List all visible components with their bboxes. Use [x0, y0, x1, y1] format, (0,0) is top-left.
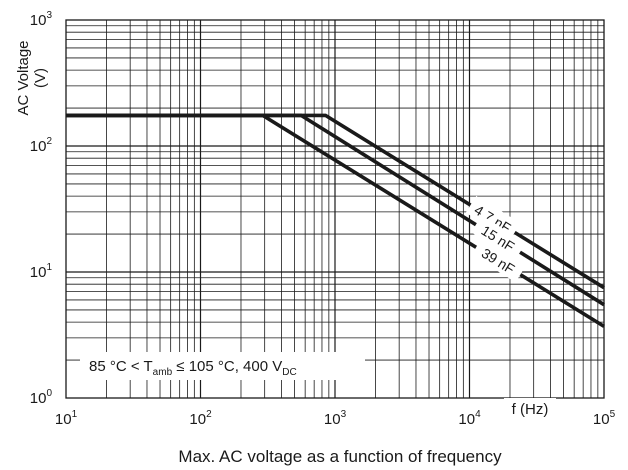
y-tick-label: 103 [30, 10, 53, 29]
series-label-bg [465, 195, 521, 241]
y-axis-label: AC Voltage (V) [15, 40, 49, 115]
chart-caption: Max. AC voltage as a function of frequen… [178, 447, 502, 466]
series-label-bg [471, 237, 527, 283]
y-axis-unit: (V) [32, 68, 49, 88]
x-axis-label: f (Hz) [512, 401, 549, 418]
y-tick-label: 102 [30, 136, 53, 155]
x-tick-label: 102 [189, 409, 212, 428]
y-tick-label: 101 [30, 262, 53, 281]
condition-annotation: 85 °C < Tamb ≤ 105 °C, 400 VDC [89, 358, 297, 378]
y-tick-label: 100 [30, 388, 53, 407]
annotation-bg [80, 352, 365, 380]
x-axis-label-bg [504, 398, 556, 418]
x-tick-label: 104 [458, 409, 481, 428]
grid [66, 20, 604, 398]
x-tick-label: 103 [324, 409, 347, 428]
x-tick-label: 101 [55, 409, 78, 428]
y-tick-labels: 100 101 102 103 [30, 10, 53, 407]
plot-frame [65, 19, 605, 399]
x-tick-label: 105 [593, 409, 616, 428]
y-axis-title: AC Voltage [15, 40, 32, 115]
series-label-bg [471, 215, 526, 260]
x-tick-labels: 101 102 103 104 105 [55, 409, 616, 428]
